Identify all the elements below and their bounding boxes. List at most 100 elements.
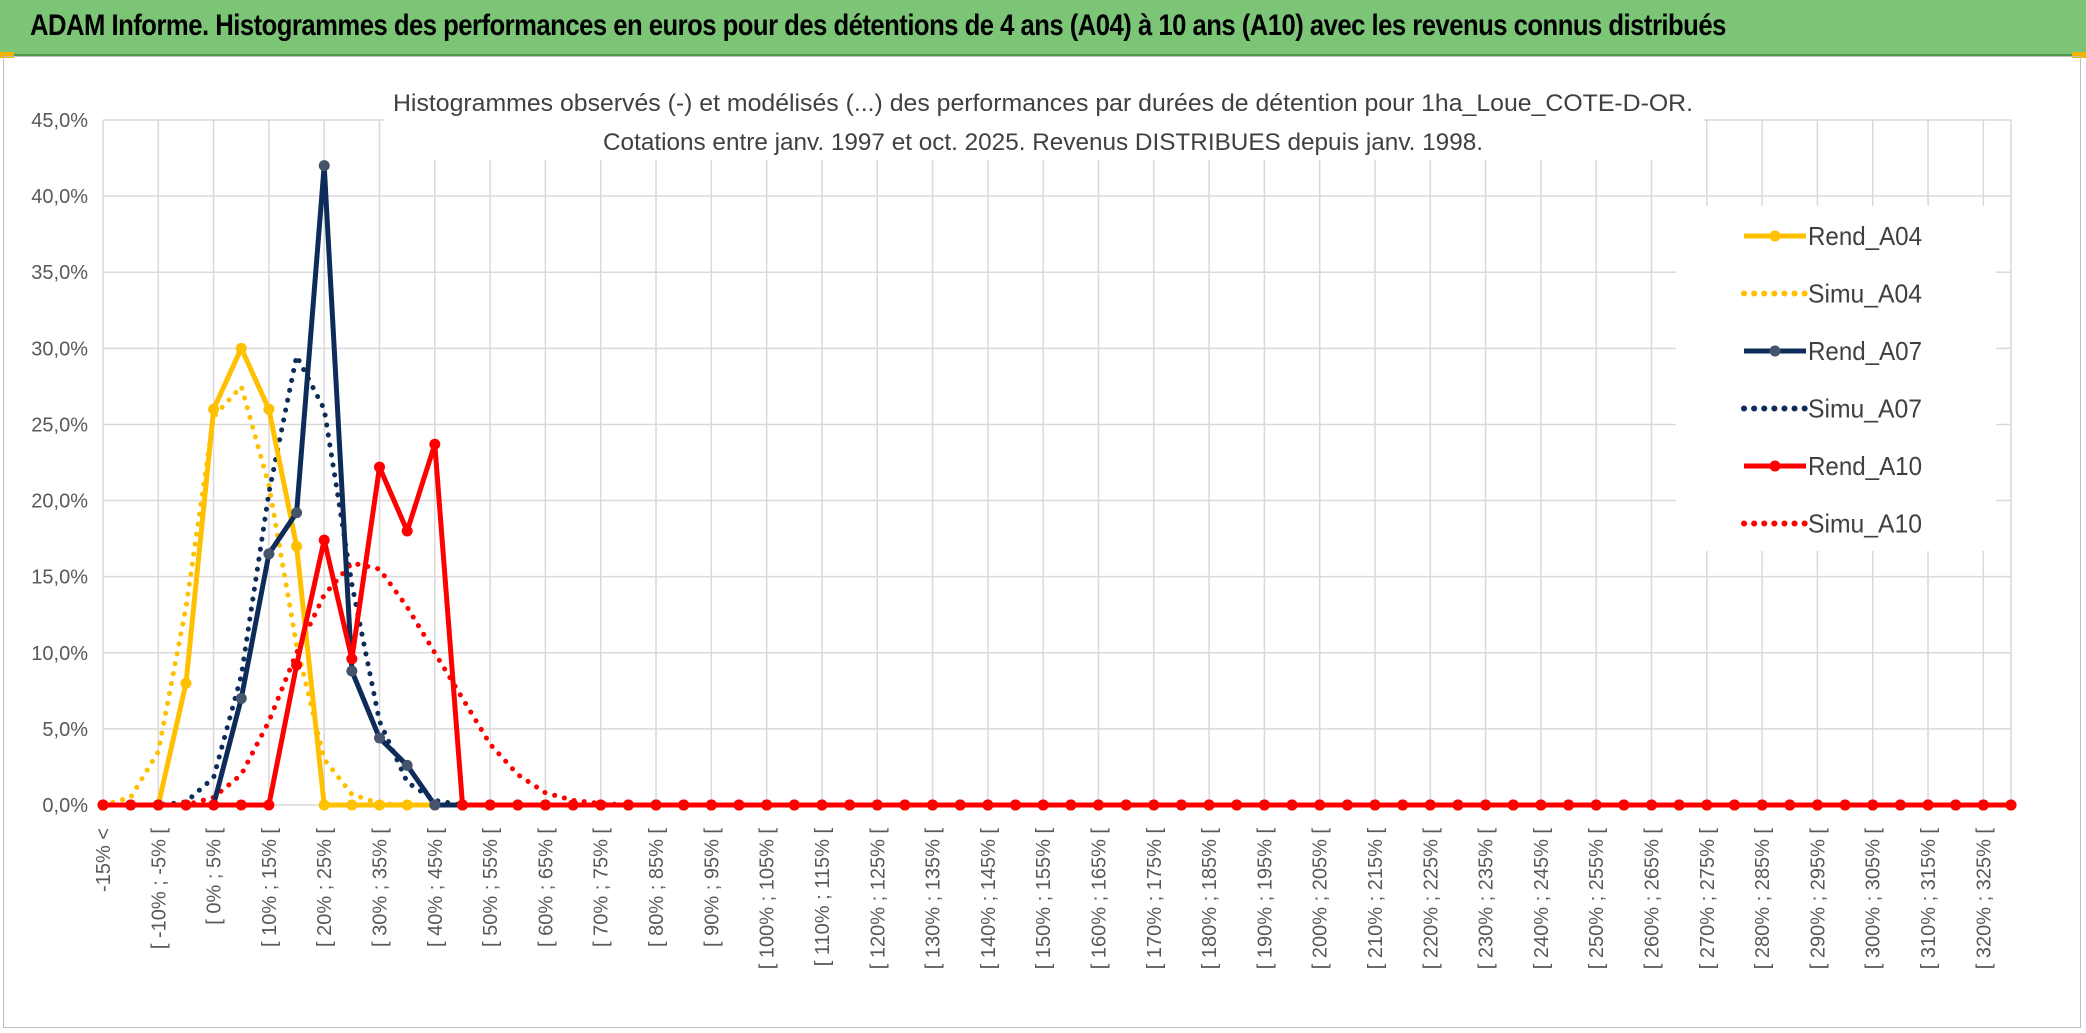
data-point-rend-a10 <box>1480 799 1492 811</box>
data-point-rend-a10 <box>1950 799 1962 811</box>
x-tick-label: [ 150% ; 155% [ <box>1033 828 1055 970</box>
data-point-rend-a10 <box>816 799 828 811</box>
data-point-rend-a07 <box>374 732 386 744</box>
data-point-rend-a10 <box>1120 799 1132 811</box>
data-point-rend-a10 <box>1590 799 1602 811</box>
report-title: ADAM Informe. Histogrammes des performan… <box>30 9 1726 42</box>
data-point-rend-a10 <box>1341 799 1353 811</box>
data-point-rend-a10 <box>1784 799 1796 811</box>
chart-subtitle: Cotations entre janv. 1997 et oct. 2025.… <box>603 129 1483 156</box>
x-tick-label: [ 60% ; 65% [ <box>535 828 557 947</box>
data-point-rend-a07 <box>235 692 247 704</box>
x-tick-label: [ 300% ; 305% [ <box>1863 828 1885 970</box>
data-point-rend-a10 <box>650 799 662 811</box>
corner-marker-right <box>2072 52 2086 58</box>
y-axis: 0,0% 5,0% 10,0% 15,0% 20,0% 25,0% 30,0% 35,0% 40… <box>31 110 88 817</box>
data-point-rend-a10 <box>1756 799 1768 811</box>
data-point-rend-a10 <box>1231 799 1243 811</box>
x-tick-label: [ 110% ; 115% [ <box>812 828 834 967</box>
x-tick-label: [ 260% ; 265% [ <box>1642 828 1664 970</box>
data-point-rend-a10 <box>1175 799 1187 811</box>
series-line-rend-a10 <box>103 441 2011 808</box>
data-point-rend-a10 <box>1507 799 1519 811</box>
legend-label-rend-a04: Rend_A04 <box>1808 221 1922 251</box>
data-point-rend-a10 <box>1646 799 1658 811</box>
data-point-rend-a10 <box>152 799 164 811</box>
legend-label-rend-a07: Rend_A07 <box>1808 336 1922 366</box>
data-point-rend-a10 <box>1728 799 1740 811</box>
corner-marker-left <box>0 52 14 58</box>
data-point-rend-a10 <box>622 799 634 811</box>
x-tick-label: [ 10% ; 15% [ <box>259 828 281 947</box>
legend-marker-rend-a04 <box>1769 230 1781 242</box>
data-point-rend-a10 <box>1977 799 1989 811</box>
y-tick-label: 30,0% <box>31 338 88 360</box>
data-point-rend-a10 <box>97 799 109 811</box>
x-tick-label: [ 50% ; 55% [ <box>480 828 502 947</box>
x-tick-label: -15% < <box>93 828 115 892</box>
chart-title: Histogrammes observés (-) et modélisés (… <box>393 90 1693 117</box>
data-point-rend-a10 <box>1701 799 1713 811</box>
y-tick-label: 35,0% <box>31 262 88 284</box>
data-point-rend-a10 <box>1314 799 1326 811</box>
data-point-rend-a10 <box>180 799 192 811</box>
data-point-rend-a04 <box>263 403 275 415</box>
x-tick-label: [ 30% ; 35% [ <box>370 828 392 947</box>
data-point-rend-a07 <box>429 799 441 811</box>
data-point-rend-a10 <box>1369 799 1381 811</box>
data-point-rend-a07 <box>318 160 330 172</box>
legend-marker-rend-a07 <box>1769 345 1781 357</box>
data-point-rend-a10 <box>705 799 717 811</box>
x-tick-label: [ 80% ; 85% [ <box>646 828 668 947</box>
y-tick-label: 25,0% <box>31 414 88 436</box>
data-point-rend-a10 <box>208 799 220 811</box>
x-tick-label: [ 70% ; 75% [ <box>591 828 613 947</box>
data-point-rend-a10 <box>1148 799 1160 811</box>
series-line-simu-a07 <box>100 353 2014 808</box>
series-line-simu-a10 <box>100 560 2014 808</box>
data-point-rend-a10 <box>1839 799 1851 811</box>
data-point-rend-a10 <box>1037 799 1049 811</box>
chart-frame <box>3 56 2081 1028</box>
x-tick-label: [ 310% ; 315% [ <box>1918 828 1940 970</box>
data-point-rend-a04 <box>401 799 413 811</box>
x-tick-label: [ 200% ; 205% [ <box>1310 828 1332 970</box>
y-tick-label: 5,0% <box>42 719 88 741</box>
data-point-rend-a10 <box>374 461 386 473</box>
x-tick-label: [ 270% ; 275% [ <box>1697 828 1719 970</box>
data-point-rend-a04 <box>208 403 220 415</box>
x-tick-label: [ 190% ; 195% [ <box>1254 828 1276 970</box>
x-tick-label: [ 130% ; 135% [ <box>923 828 945 970</box>
data-point-rend-a10 <box>1618 799 1630 811</box>
data-point-rend-a04 <box>180 677 192 689</box>
legend-label-rend-a10: Rend_A10 <box>1808 451 1922 481</box>
x-tick-label: [ 120% ; 125% [ <box>867 828 889 970</box>
data-point-rend-a10 <box>1258 799 1270 811</box>
data-point-rend-a10 <box>899 799 911 811</box>
y-tick-label: 40,0% <box>31 186 88 208</box>
data-point-rend-a10 <box>401 525 413 537</box>
data-point-rend-a10 <box>2005 799 2017 811</box>
data-point-rend-a10 <box>291 659 303 671</box>
title-banner: ADAM Informe. Histogrammes des performan… <box>0 0 2086 56</box>
data-point-rend-a10 <box>1922 799 1934 811</box>
x-tick-label: [ 0% ; 5% [ <box>204 828 226 925</box>
data-point-rend-a10 <box>429 438 441 450</box>
x-tick-label: [ 240% ; 245% [ <box>1531 828 1553 970</box>
data-point-rend-a10 <box>125 799 137 811</box>
data-point-rend-a04 <box>346 799 358 811</box>
data-point-rend-a10 <box>484 799 496 811</box>
data-point-rend-a10 <box>1397 799 1409 811</box>
data-point-rend-a10 <box>263 799 275 811</box>
x-axis: -15% < [ -10% ; -5% [[ 0% ; 5% [[ 10% ; 1… <box>93 828 1995 970</box>
data-point-rend-a10 <box>235 799 247 811</box>
chart-title-box <box>384 80 1704 160</box>
data-point-rend-a10 <box>1452 799 1464 811</box>
data-point-rend-a10 <box>539 799 551 811</box>
x-tick-label: [ 280% ; 285% [ <box>1752 828 1774 970</box>
x-tick-label: [ 20% ; 25% [ <box>314 828 336 947</box>
data-point-rend-a10 <box>788 799 800 811</box>
data-point-rend-a10 <box>733 799 745 811</box>
data-point-rend-a10 <box>1092 799 1104 811</box>
